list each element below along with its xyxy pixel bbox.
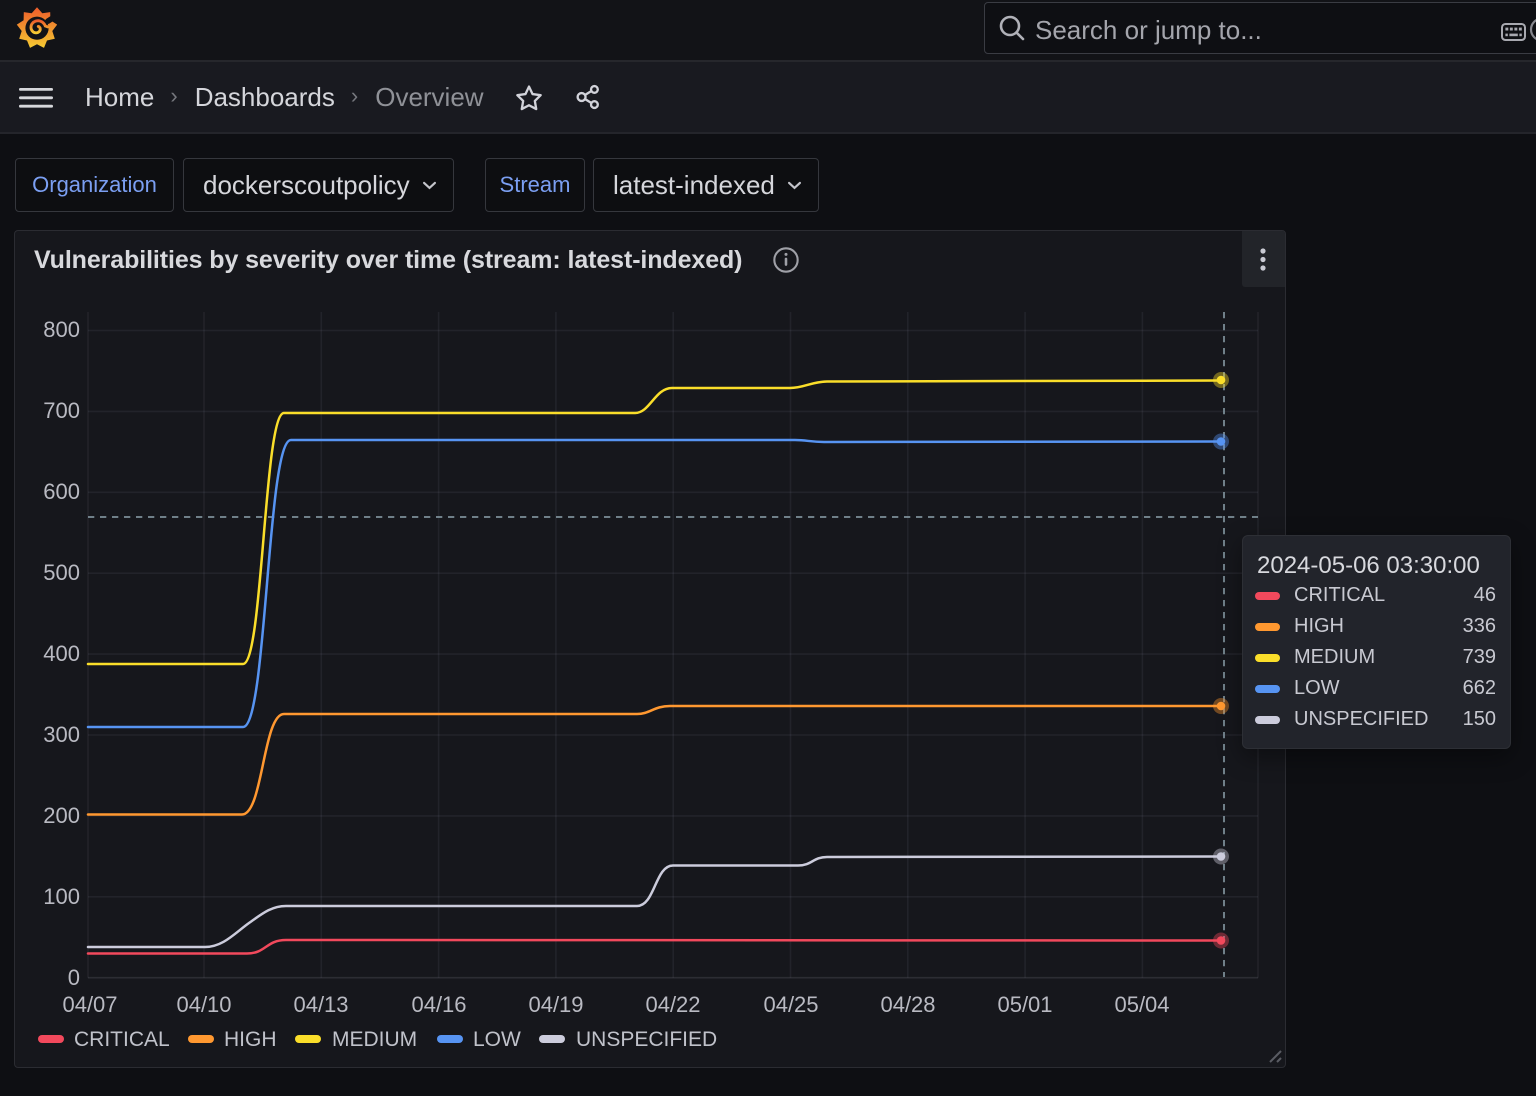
svg-text:700: 700 [43, 398, 80, 423]
svg-text:HIGH: HIGH [224, 1028, 277, 1051]
svg-text:04/19: 04/19 [528, 992, 583, 1017]
svg-text:04/07: 04/07 [62, 992, 117, 1017]
svg-text:04/28: 04/28 [880, 992, 935, 1017]
svg-text:05/01: 05/01 [997, 992, 1052, 1017]
svg-text:100: 100 [43, 884, 80, 909]
svg-text:600: 600 [43, 479, 80, 504]
svg-text:0: 0 [68, 965, 80, 990]
svg-text:MEDIUM: MEDIUM [332, 1028, 417, 1051]
svg-text:LOW: LOW [473, 1028, 521, 1051]
svg-text:800: 800 [43, 317, 80, 342]
svg-text:04/16: 04/16 [411, 992, 466, 1017]
svg-text:04/13: 04/13 [293, 992, 348, 1017]
svg-text:05/04: 05/04 [1114, 992, 1169, 1017]
svg-text:300: 300 [43, 722, 80, 747]
svg-text:CRITICAL: CRITICAL [74, 1028, 170, 1051]
svg-text:04/25: 04/25 [763, 992, 818, 1017]
svg-text:200: 200 [43, 803, 80, 828]
svg-text:04/10: 04/10 [176, 992, 231, 1017]
svg-text:500: 500 [43, 560, 80, 585]
svg-text:UNSPECIFIED: UNSPECIFIED [576, 1028, 717, 1051]
svg-text:04/22: 04/22 [645, 992, 700, 1017]
svg-text:400: 400 [43, 641, 80, 666]
